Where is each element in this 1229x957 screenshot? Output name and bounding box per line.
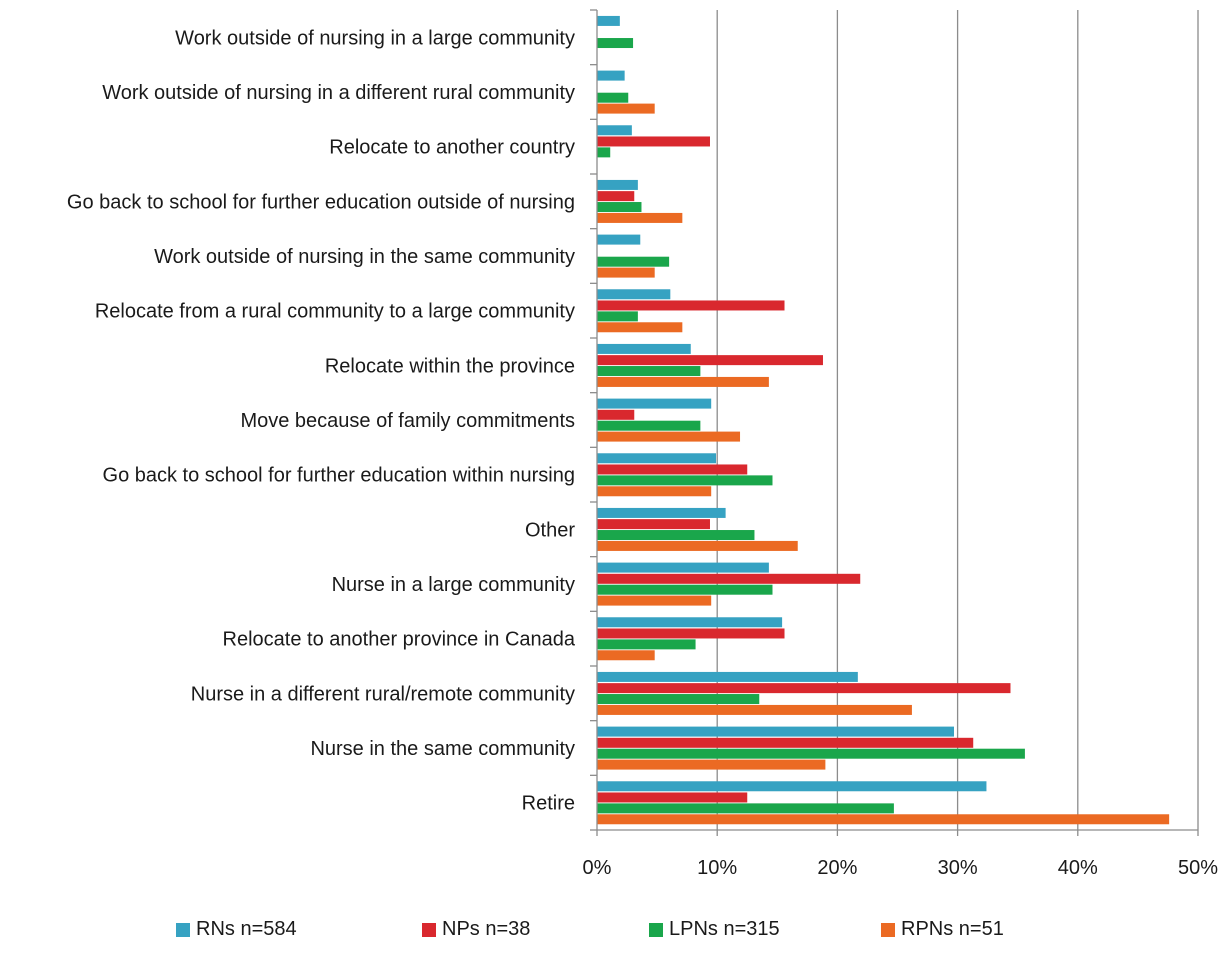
bar bbox=[597, 573, 861, 584]
category-label: Nurse in a different rural/remote commun… bbox=[191, 683, 575, 705]
bar bbox=[597, 759, 826, 770]
bar bbox=[597, 737, 974, 748]
bar bbox=[597, 147, 611, 158]
bar bbox=[597, 267, 655, 278]
bar bbox=[597, 322, 683, 333]
bar bbox=[597, 540, 798, 551]
bar bbox=[597, 650, 655, 661]
bar bbox=[597, 398, 712, 409]
bar bbox=[597, 748, 1025, 759]
legend-label: LPNs n=315 bbox=[669, 918, 780, 940]
legend-label: RPNs n=51 bbox=[901, 918, 1004, 940]
bar bbox=[597, 70, 625, 81]
bar bbox=[597, 704, 912, 715]
x-tick-label: 40% bbox=[1058, 857, 1098, 879]
legend-item: RNs n=584 bbox=[176, 918, 297, 941]
bar bbox=[597, 486, 712, 497]
x-tick-label: 50% bbox=[1178, 857, 1218, 879]
bar bbox=[597, 92, 629, 103]
x-tick-label: 0% bbox=[583, 857, 612, 879]
bar bbox=[597, 519, 710, 530]
category-label: Relocate to another country bbox=[329, 137, 575, 159]
legend-label: NPs n=38 bbox=[442, 918, 531, 940]
bar bbox=[597, 595, 712, 606]
category-label: Go back to school for further education … bbox=[67, 191, 575, 213]
bar bbox=[597, 814, 1170, 825]
bar bbox=[597, 212, 683, 223]
bar bbox=[597, 584, 773, 595]
category-label: Nurse in the same community bbox=[310, 738, 575, 760]
legend-swatch bbox=[649, 922, 663, 937]
category-label: Go back to school for further education … bbox=[103, 465, 575, 487]
bar bbox=[597, 366, 701, 377]
category-label: Relocate within the province bbox=[325, 355, 575, 377]
bar bbox=[597, 311, 638, 322]
x-tick-label: 10% bbox=[697, 857, 737, 879]
bar bbox=[597, 256, 670, 267]
legend-label: RNs n=584 bbox=[196, 918, 297, 940]
bar bbox=[597, 409, 635, 420]
bar bbox=[597, 628, 785, 639]
legend-swatch bbox=[881, 922, 895, 937]
bar bbox=[597, 420, 701, 431]
bar bbox=[597, 191, 635, 202]
legend: RNs n=584 NPs n=38 LPNs n=315 RPNs n=51 bbox=[0, 918, 1229, 948]
bar bbox=[597, 781, 987, 792]
category-label: Move because of family commitments bbox=[240, 410, 575, 432]
bar bbox=[597, 507, 726, 518]
bar bbox=[597, 726, 954, 737]
bar bbox=[597, 453, 716, 464]
category-label: Retire bbox=[522, 793, 575, 815]
bar bbox=[597, 562, 769, 573]
bar bbox=[597, 300, 785, 311]
legend-swatch bbox=[176, 922, 190, 937]
x-tick-label: 20% bbox=[817, 857, 857, 879]
bar bbox=[597, 671, 858, 682]
bar bbox=[597, 639, 696, 650]
bar bbox=[597, 202, 642, 213]
bar bbox=[597, 289, 671, 300]
bar bbox=[597, 343, 691, 354]
bar bbox=[597, 125, 632, 136]
bar bbox=[597, 431, 741, 442]
category-label: Work outside of nursing in the same comm… bbox=[154, 246, 575, 268]
legend-item: LPNs n=315 bbox=[649, 918, 780, 941]
bar bbox=[597, 234, 641, 245]
category-label: Other bbox=[525, 519, 575, 541]
category-label: Relocate from a rural community to a lar… bbox=[95, 301, 575, 323]
bar bbox=[597, 694, 760, 705]
bar bbox=[597, 617, 783, 628]
bar bbox=[597, 103, 655, 114]
legend-item: RPNs n=51 bbox=[881, 918, 1004, 941]
legend-swatch bbox=[422, 922, 436, 937]
bar bbox=[597, 464, 748, 475]
x-tick-label: 30% bbox=[938, 857, 978, 879]
bar bbox=[597, 179, 638, 190]
bar bbox=[597, 15, 620, 26]
category-label: Relocate to another province in Canada bbox=[223, 629, 576, 651]
bar bbox=[597, 475, 773, 486]
bar bbox=[597, 683, 1011, 694]
bar bbox=[597, 792, 748, 803]
bar bbox=[597, 136, 710, 147]
legend-item: NPs n=38 bbox=[422, 918, 530, 941]
bar bbox=[597, 38, 634, 49]
bar bbox=[597, 530, 755, 541]
category-label: Nurse in a large community bbox=[332, 574, 575, 596]
bar bbox=[597, 376, 769, 387]
bar bbox=[597, 355, 823, 366]
bar bbox=[597, 803, 894, 814]
category-label: Work outside of nursing in a large commu… bbox=[175, 27, 575, 49]
category-label: Work outside of nursing in a different r… bbox=[102, 82, 575, 104]
